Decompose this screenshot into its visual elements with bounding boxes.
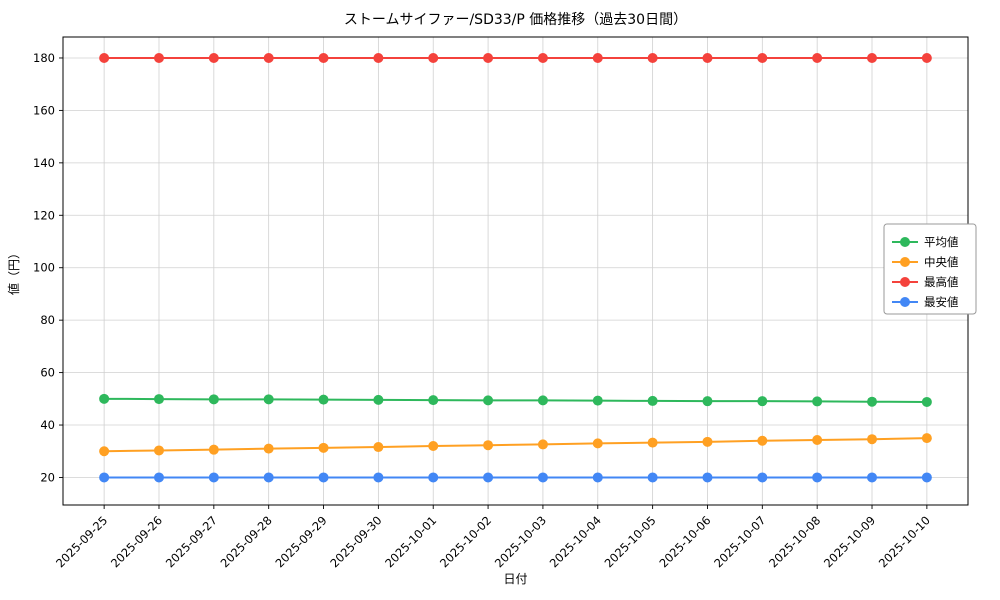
y-tick-label: 180 <box>33 51 55 65</box>
data-point-min <box>921 472 932 483</box>
y-axis: 20 40 60 80 100 120 140 160 180 <box>33 51 63 484</box>
data-point-median <box>702 436 713 447</box>
data-point-median <box>263 443 274 454</box>
data-point-min <box>757 472 768 483</box>
legend-label-average: 平均値 <box>924 235 959 249</box>
data-point-max <box>812 52 823 63</box>
data-point-median <box>318 442 329 453</box>
data-point-min <box>428 472 439 483</box>
data-point-average <box>812 396 823 407</box>
data-point-max <box>702 52 713 63</box>
data-point-median <box>428 441 439 452</box>
data-point-min <box>208 472 219 483</box>
data-point-average <box>373 394 384 405</box>
legend-marker-median <box>900 257 910 267</box>
data-point-min <box>812 472 823 483</box>
data-point-average <box>537 395 548 406</box>
data-point-median <box>921 433 932 444</box>
data-point-median <box>647 437 658 448</box>
data-point-max <box>483 52 494 63</box>
chart-title: ストームサイファー/SD33/P 価格推移（過去30日間） <box>344 12 687 28</box>
y-tick-label: 80 <box>40 313 55 327</box>
data-point-min <box>537 472 548 483</box>
y-axis-label: 値（円） <box>6 247 21 295</box>
data-point-median <box>153 445 164 456</box>
legend-label-max: 最高値 <box>924 275 959 289</box>
data-point-min <box>263 472 274 483</box>
y-tick-label: 120 <box>33 208 55 222</box>
data-point-average <box>99 393 110 404</box>
series-max <box>99 52 932 63</box>
data-point-median <box>483 440 494 451</box>
data-point-min <box>318 472 329 483</box>
data-point-average <box>867 396 878 407</box>
data-point-max <box>428 52 439 63</box>
series-average <box>99 393 932 407</box>
y-tick-label: 160 <box>33 103 55 117</box>
data-point-min <box>373 472 384 483</box>
legend-item-average: 平均値 <box>892 235 959 249</box>
data-point-max <box>537 52 548 63</box>
legend-marker-min <box>900 297 910 307</box>
legend-item-min: 最安値 <box>892 295 959 309</box>
legend-item-max: 最高値 <box>892 275 959 289</box>
y-tick-label: 60 <box>40 366 55 380</box>
data-point-average <box>757 396 768 407</box>
data-point-max <box>99 52 110 63</box>
y-tick-label: 140 <box>33 156 55 170</box>
data-point-median <box>99 446 110 457</box>
x-axis-label: 日付 <box>503 572 527 586</box>
y-tick-label: 20 <box>40 470 55 484</box>
series-min <box>99 472 932 483</box>
data-point-max <box>208 52 219 63</box>
legend-marker-average <box>900 237 910 247</box>
series-line-average <box>104 397 927 403</box>
data-point-max <box>921 52 932 63</box>
y-tick-label: 40 <box>40 418 55 432</box>
data-point-median <box>757 435 768 446</box>
data-point-min <box>647 472 658 483</box>
legend-marker-max <box>900 277 910 287</box>
data-point-median <box>592 438 603 449</box>
data-point-average <box>153 394 164 405</box>
data-point-min <box>592 472 603 483</box>
data-point-max <box>592 52 603 63</box>
data-point-average <box>647 395 658 406</box>
data-point-min <box>483 472 494 483</box>
data-point-median <box>373 442 384 453</box>
y-tick-label: 100 <box>33 261 55 275</box>
data-point-max <box>867 52 878 63</box>
data-point-average <box>318 394 329 405</box>
legend-label-median: 中央値 <box>924 255 959 269</box>
series-line-median <box>104 437 927 453</box>
data-point-average <box>428 395 439 406</box>
data-point-min <box>867 472 878 483</box>
legend-item-median: 中央値 <box>892 255 959 269</box>
data-point-max <box>373 52 384 63</box>
series-median <box>99 433 932 457</box>
data-point-median <box>208 444 219 455</box>
data-point-median <box>867 434 878 445</box>
data-point-median <box>812 434 823 445</box>
data-point-average <box>483 395 494 406</box>
data-point-max <box>318 52 329 63</box>
data-point-average <box>208 394 219 405</box>
data-point-min <box>153 472 164 483</box>
data-point-median <box>537 439 548 450</box>
data-point-min <box>702 472 713 483</box>
data-point-average <box>702 396 713 407</box>
data-point-max <box>263 52 274 63</box>
legend-label-min: 最安値 <box>924 295 959 309</box>
data-point-average <box>921 396 932 407</box>
data-point-max <box>757 52 768 63</box>
data-point-max <box>153 52 164 63</box>
data-point-average <box>592 395 603 406</box>
data-point-average <box>263 394 274 405</box>
data-point-min <box>99 472 110 483</box>
data-point-max <box>647 52 658 63</box>
